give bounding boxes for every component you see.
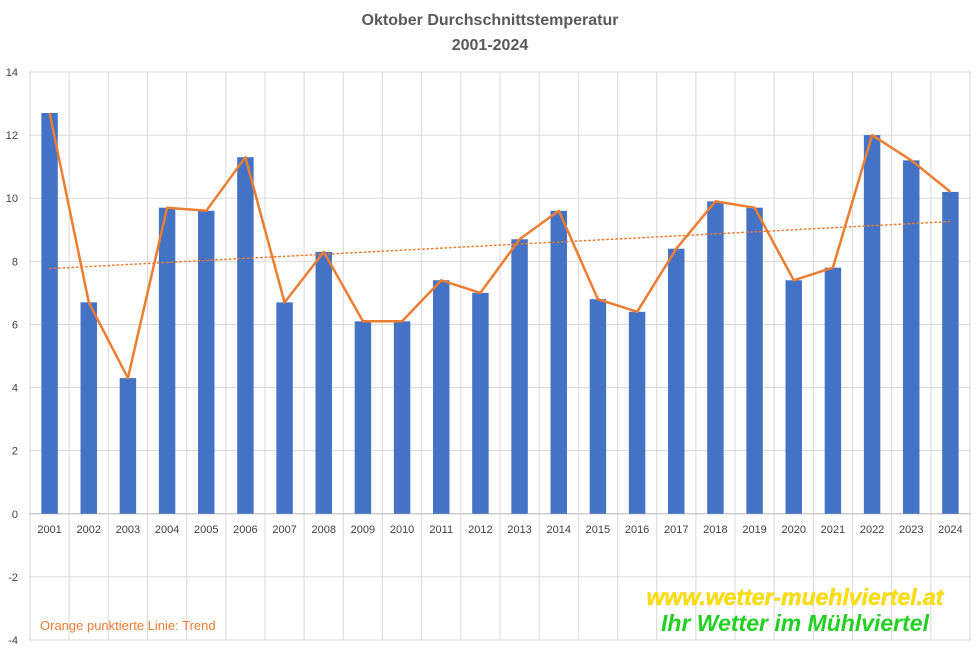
y-tick-label: 0 [12,509,18,521]
temperature-line [48,112,952,380]
bar [785,280,802,514]
x-tick-label: 2011 [429,524,453,536]
x-tick-label: 2019 [742,524,766,536]
y-tick-label: 6 [12,319,18,331]
bars [41,113,959,514]
x-tick-label: 2024 [938,524,962,536]
bar [393,321,411,514]
bar [354,321,372,514]
bar [315,251,332,514]
x-tick-label: 2020 [782,524,806,536]
y-axis-labels: 14 12 10 8 6 4 2 0 -2 -4 [6,67,18,647]
x-axis-labels: 2001 2002 2003 2004 2005 2006 2007 2008 2009 2010… [37,524,962,536]
y-tick-label: 4 [12,383,18,395]
x-tick-label: 2007 [272,524,296,536]
x-tick-label: 2022 [860,524,884,536]
bar [863,135,881,514]
bar [668,248,685,514]
bar [198,210,215,514]
y-tick-label: 2 [12,446,18,458]
x-tick-label: 2002 [77,524,101,536]
bar [550,210,567,514]
lines [48,112,952,380]
bar [119,378,137,514]
bar [472,292,489,514]
x-tick-label: 2015 [586,524,610,536]
bar [628,311,646,514]
x-tick-label: 2012 [468,524,492,536]
y-tick-label: 12 [6,130,18,142]
x-tick-label: 2004 [155,524,179,536]
bar [41,113,58,514]
x-tick-label: 2014 [547,524,571,536]
bar [824,267,842,514]
y-tick-label: 14 [6,67,18,79]
x-tick-label: 2001 [37,524,61,536]
x-tick-label: 2003 [116,524,140,536]
watermark-url: www.wetter-muehlviertel.at [647,584,945,610]
bar [903,160,920,514]
y-tick-label: -2 [8,572,18,584]
bar [158,207,176,514]
x-tick-label: 2021 [821,524,845,536]
chart-subtitle: 2001-2024 [452,37,529,54]
x-tick-label: 2016 [625,524,649,536]
trend-line [48,220,952,270]
watermark-slogan: Ihr Wetter im Mühlviertel [661,610,930,636]
x-tick-label: 2005 [194,524,218,536]
x-tick-label: 2017 [664,524,688,536]
bar [80,302,97,514]
y-tick-label: 8 [12,256,18,268]
chart-title: Oktober Durchschnittstemperatur [362,12,619,29]
bar [237,157,254,514]
x-tick-label: 2008 [312,524,336,536]
x-tick-label: 2013 [507,524,531,536]
bar [707,201,724,514]
x-tick-label: 2018 [703,524,727,536]
bar [511,239,528,514]
bar [276,302,293,514]
y-tick-label: -4 [8,635,18,647]
x-tick-label: 2010 [390,524,414,536]
bar [589,299,607,514]
trend-annotation: Orange punktierte Linie: Trend [40,618,216,633]
bar [433,280,450,514]
grid [29,71,971,641]
x-tick-label: 2009 [351,524,375,536]
bar [942,191,959,514]
x-tick-label: 2006 [233,524,257,536]
bar [746,207,763,514]
x-tick-label: 2023 [899,524,923,536]
y-tick-label: 10 [6,193,18,205]
